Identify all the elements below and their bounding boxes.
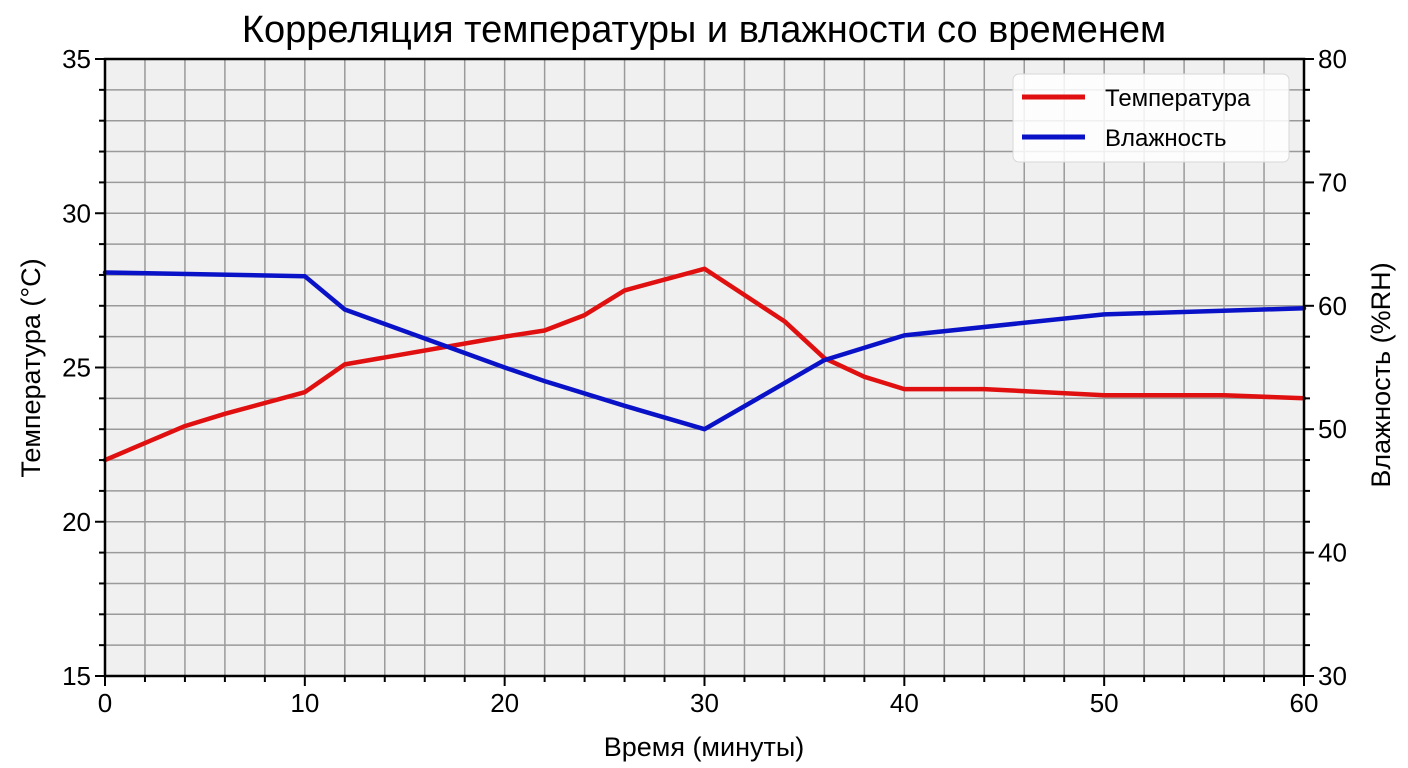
svg-text:70: 70 xyxy=(1318,167,1347,197)
y-axis-label: Температура (°C) xyxy=(16,258,46,477)
tick-labels: 0 10 20 30 40 50 60 15 20 25 30 35 30 40 50 60 70 80 xyxy=(62,44,1347,718)
svg-text:10: 10 xyxy=(290,688,319,718)
y2-axis-label: Влажность (%RH) xyxy=(1366,262,1396,487)
axes xyxy=(95,57,1314,686)
svg-text:80: 80 xyxy=(1318,44,1347,74)
grid xyxy=(104,58,1305,677)
svg-text:25: 25 xyxy=(62,353,91,383)
series-lines xyxy=(102,266,1307,463)
svg-text:40: 40 xyxy=(1318,538,1347,568)
svg-text:40: 40 xyxy=(890,688,919,718)
svg-text:20: 20 xyxy=(62,507,91,537)
x-axis-label: Время (минуты) xyxy=(604,732,805,762)
svg-text:30: 30 xyxy=(62,198,91,228)
svg-text:30: 30 xyxy=(1318,661,1347,691)
legend: Температура Влажность xyxy=(1012,73,1290,163)
svg-text:30: 30 xyxy=(690,688,719,718)
svg-text:50: 50 xyxy=(1090,688,1119,718)
svg-text:60: 60 xyxy=(1318,291,1347,321)
svg-text:60: 60 xyxy=(1290,688,1319,718)
chart-title: Корреляция температуры и влажности со вр… xyxy=(242,9,1166,51)
legend-label-temperature: Температура xyxy=(1105,85,1251,112)
series-line-1 xyxy=(102,270,1307,432)
svg-text:0: 0 xyxy=(98,688,112,718)
svg-text:35: 35 xyxy=(62,44,91,74)
svg-text:20: 20 xyxy=(490,688,519,718)
series-line-0 xyxy=(102,266,1307,463)
svg-text:50: 50 xyxy=(1318,414,1347,444)
legend-label-humidity: Влажность xyxy=(1105,125,1227,152)
svg-text:15: 15 xyxy=(62,661,91,691)
